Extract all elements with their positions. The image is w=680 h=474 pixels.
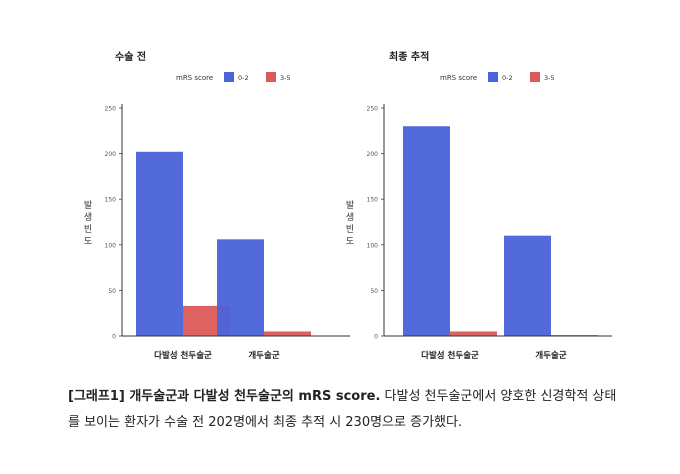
chart-0-title: 수술 전 [115,50,146,63]
chart-0-legend-swatch-1 [266,72,276,82]
chart-1-bar-0-0 [403,126,450,337]
chart-0-bar-0-0 [136,151,183,336]
chart-0-bar-1-0 [217,239,264,336]
chart-0-legend-swatch-0 [224,72,234,82]
chart-0-ytick-label-2: 100 [105,242,117,249]
chart-1-ytick-label-1: 50 [370,288,378,295]
chart-0-ylabel-char-1: 생 [84,212,92,223]
chart-1-legend-swatch-1 [530,72,540,82]
chart-1-legend-title: mRS score [440,74,477,82]
chart-1-xtick-label-1: 개두술군 [535,350,566,361]
chart-1-ytick-label-0: 0 [374,334,378,341]
chart-0-ylabel-char-3: 도 [84,237,92,247]
chart-0-ylabel-char-0: 발 [84,200,92,211]
caption-text: 다발성 천두술군에서 양호한 신경학적 상태를 보이는 환자가 수술 전 202… [68,389,617,430]
chart-0-ytick-label-5: 250 [105,106,117,113]
chart-0-ytick-label-3: 150 [105,197,117,204]
chart-1-ytick-label-2: 100 [367,242,379,249]
chart-1-ylabel-char-1: 생 [346,212,354,223]
chart-1-title: 최종 추적 [389,50,429,63]
chart-1-bar-1-0 [504,235,551,336]
chart-1-ylabel-char-2: 빈 [346,224,354,235]
chart-1-ytick-label-4: 200 [367,151,379,158]
chart-0-bar-1-1 [264,331,311,336]
figure-caption: [그래프1] 개두술군과 다발성 천두술군의 mRS score. 다발성 천두… [68,384,628,436]
chart-1-ytick-label-3: 150 [367,197,379,204]
chart-0-ytick-label-0: 0 [112,334,116,341]
chart-0-ylabel-char-2: 빈 [84,224,92,235]
caption-label: [그래프1] 개두술군과 다발성 천두술군의 mRS score. [68,389,381,404]
chart-1-legend-swatch-0 [488,72,498,82]
chart-1-bar-0-1 [450,331,497,336]
chart-0-ytick-label-1: 50 [108,288,116,295]
chart-1-ytick-label-5: 250 [367,106,379,113]
chart-0-legend-label-0: 0-2 [238,74,249,82]
chart-1-ylabel-char-0: 발 [346,200,354,211]
chart-0-xtick-label-1: 개두술군 [248,350,279,361]
chart-0-ytick-label-4: 200 [105,151,117,158]
chart-1-xtick-label-0: 다발성 천두술군 [421,350,479,361]
chart-1-legend-label-1: 3-5 [544,74,555,82]
chart-1-legend-label-0: 0-2 [502,74,513,82]
chart-0-legend-label-1: 3-5 [280,74,291,82]
chart-1-ylabel-char-3: 도 [346,237,354,247]
chart-0-legend-title: mRS score [176,74,213,82]
chart-0-xtick-label-0: 다발성 천두술군 [154,350,212,361]
